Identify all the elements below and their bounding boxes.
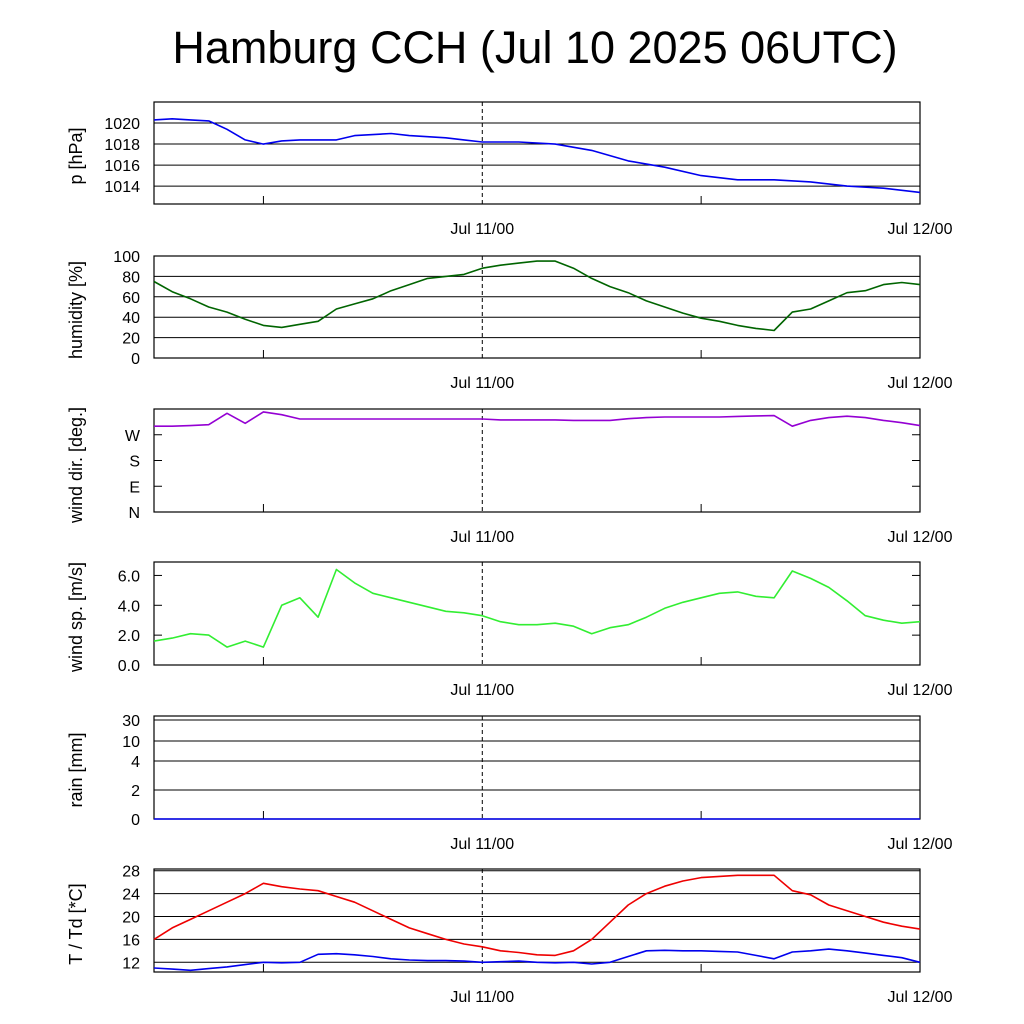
y-axis-label: rain [mm] [66, 732, 86, 807]
series-line [153, 260, 921, 332]
y-tick-label: 0 [131, 812, 140, 829]
panel-frame [153, 101, 921, 205]
y-tick-label: 6.0 [118, 568, 140, 585]
y-axis-label: p [hPa] [66, 127, 86, 184]
x-tick-label: Jul 12/00 [888, 529, 953, 546]
y-tick-label: 20 [122, 909, 140, 926]
y-tick-label: 30 [122, 713, 140, 730]
chart-title: Hamburg CCH (Jul 10 2025 06UTC) [172, 22, 898, 73]
y-tick-label: 80 [122, 269, 140, 286]
y-tick-label: 60 [122, 290, 140, 307]
x-tick-label: Jul 11/00 [450, 682, 514, 699]
x-tick-label: Jul 11/00 [450, 989, 514, 1006]
y-tick-label: 28 [122, 864, 140, 881]
panel-frame [153, 408, 921, 513]
series-line [153, 568, 921, 648]
y-axis-label: wind dir. [deg.] [66, 407, 86, 524]
y-tick-label: 4.0 [118, 598, 140, 615]
x-tick-label: Jul 12/00 [888, 221, 953, 238]
series-line [153, 874, 921, 957]
x-tick-label: Jul 11/00 [450, 221, 514, 238]
series-line [154, 411, 921, 428]
x-tick-label: Jul 11/00 [450, 375, 514, 392]
series-line [153, 118, 921, 194]
y-tick-label: N [128, 505, 140, 522]
panel-frame [153, 868, 921, 973]
x-tick-label: Jul 12/00 [888, 989, 953, 1006]
y-tick-label: 20 [122, 331, 140, 348]
x-tick-label: Jul 12/00 [888, 836, 953, 853]
y-tick-label: 4 [131, 754, 140, 771]
y-tick-label: 24 [122, 887, 140, 904]
y-tick-label: 0 [131, 351, 140, 368]
x-tick-label: Jul 12/00 [888, 682, 953, 699]
y-axis-label: humidity [%] [66, 261, 86, 359]
y-tick-label: 1018 [104, 137, 140, 154]
panel-frame [153, 255, 921, 359]
y-tick-label: 2 [131, 783, 140, 800]
x-tick-label: Jul 12/00 [888, 375, 953, 392]
x-tick-label: Jul 11/00 [450, 529, 514, 546]
x-tick-label: Jul 11/00 [450, 836, 514, 853]
y-tick-label: S [129, 454, 140, 471]
y-tick-label: 10 [122, 734, 140, 751]
y-tick-label: 40 [122, 310, 140, 327]
y-axis-label: wind sp. [m/s] [66, 562, 86, 673]
y-tick-label: 100 [113, 249, 140, 266]
y-tick-label: 1014 [104, 179, 140, 196]
y-tick-label: 0.0 [118, 658, 140, 675]
y-tick-label: 1020 [104, 116, 140, 133]
panel-frame [153, 561, 921, 666]
y-tick-label: 1016 [104, 158, 140, 175]
y-tick-label: E [129, 479, 140, 496]
y-axis-label: T / Td [*C] [66, 883, 86, 964]
y-tick-label: 12 [122, 955, 140, 972]
series-line [153, 948, 921, 972]
y-tick-label: W [125, 428, 141, 445]
y-tick-label: 16 [122, 932, 140, 949]
panel-frame [153, 715, 921, 820]
y-tick-label: 2.0 [118, 628, 140, 645]
